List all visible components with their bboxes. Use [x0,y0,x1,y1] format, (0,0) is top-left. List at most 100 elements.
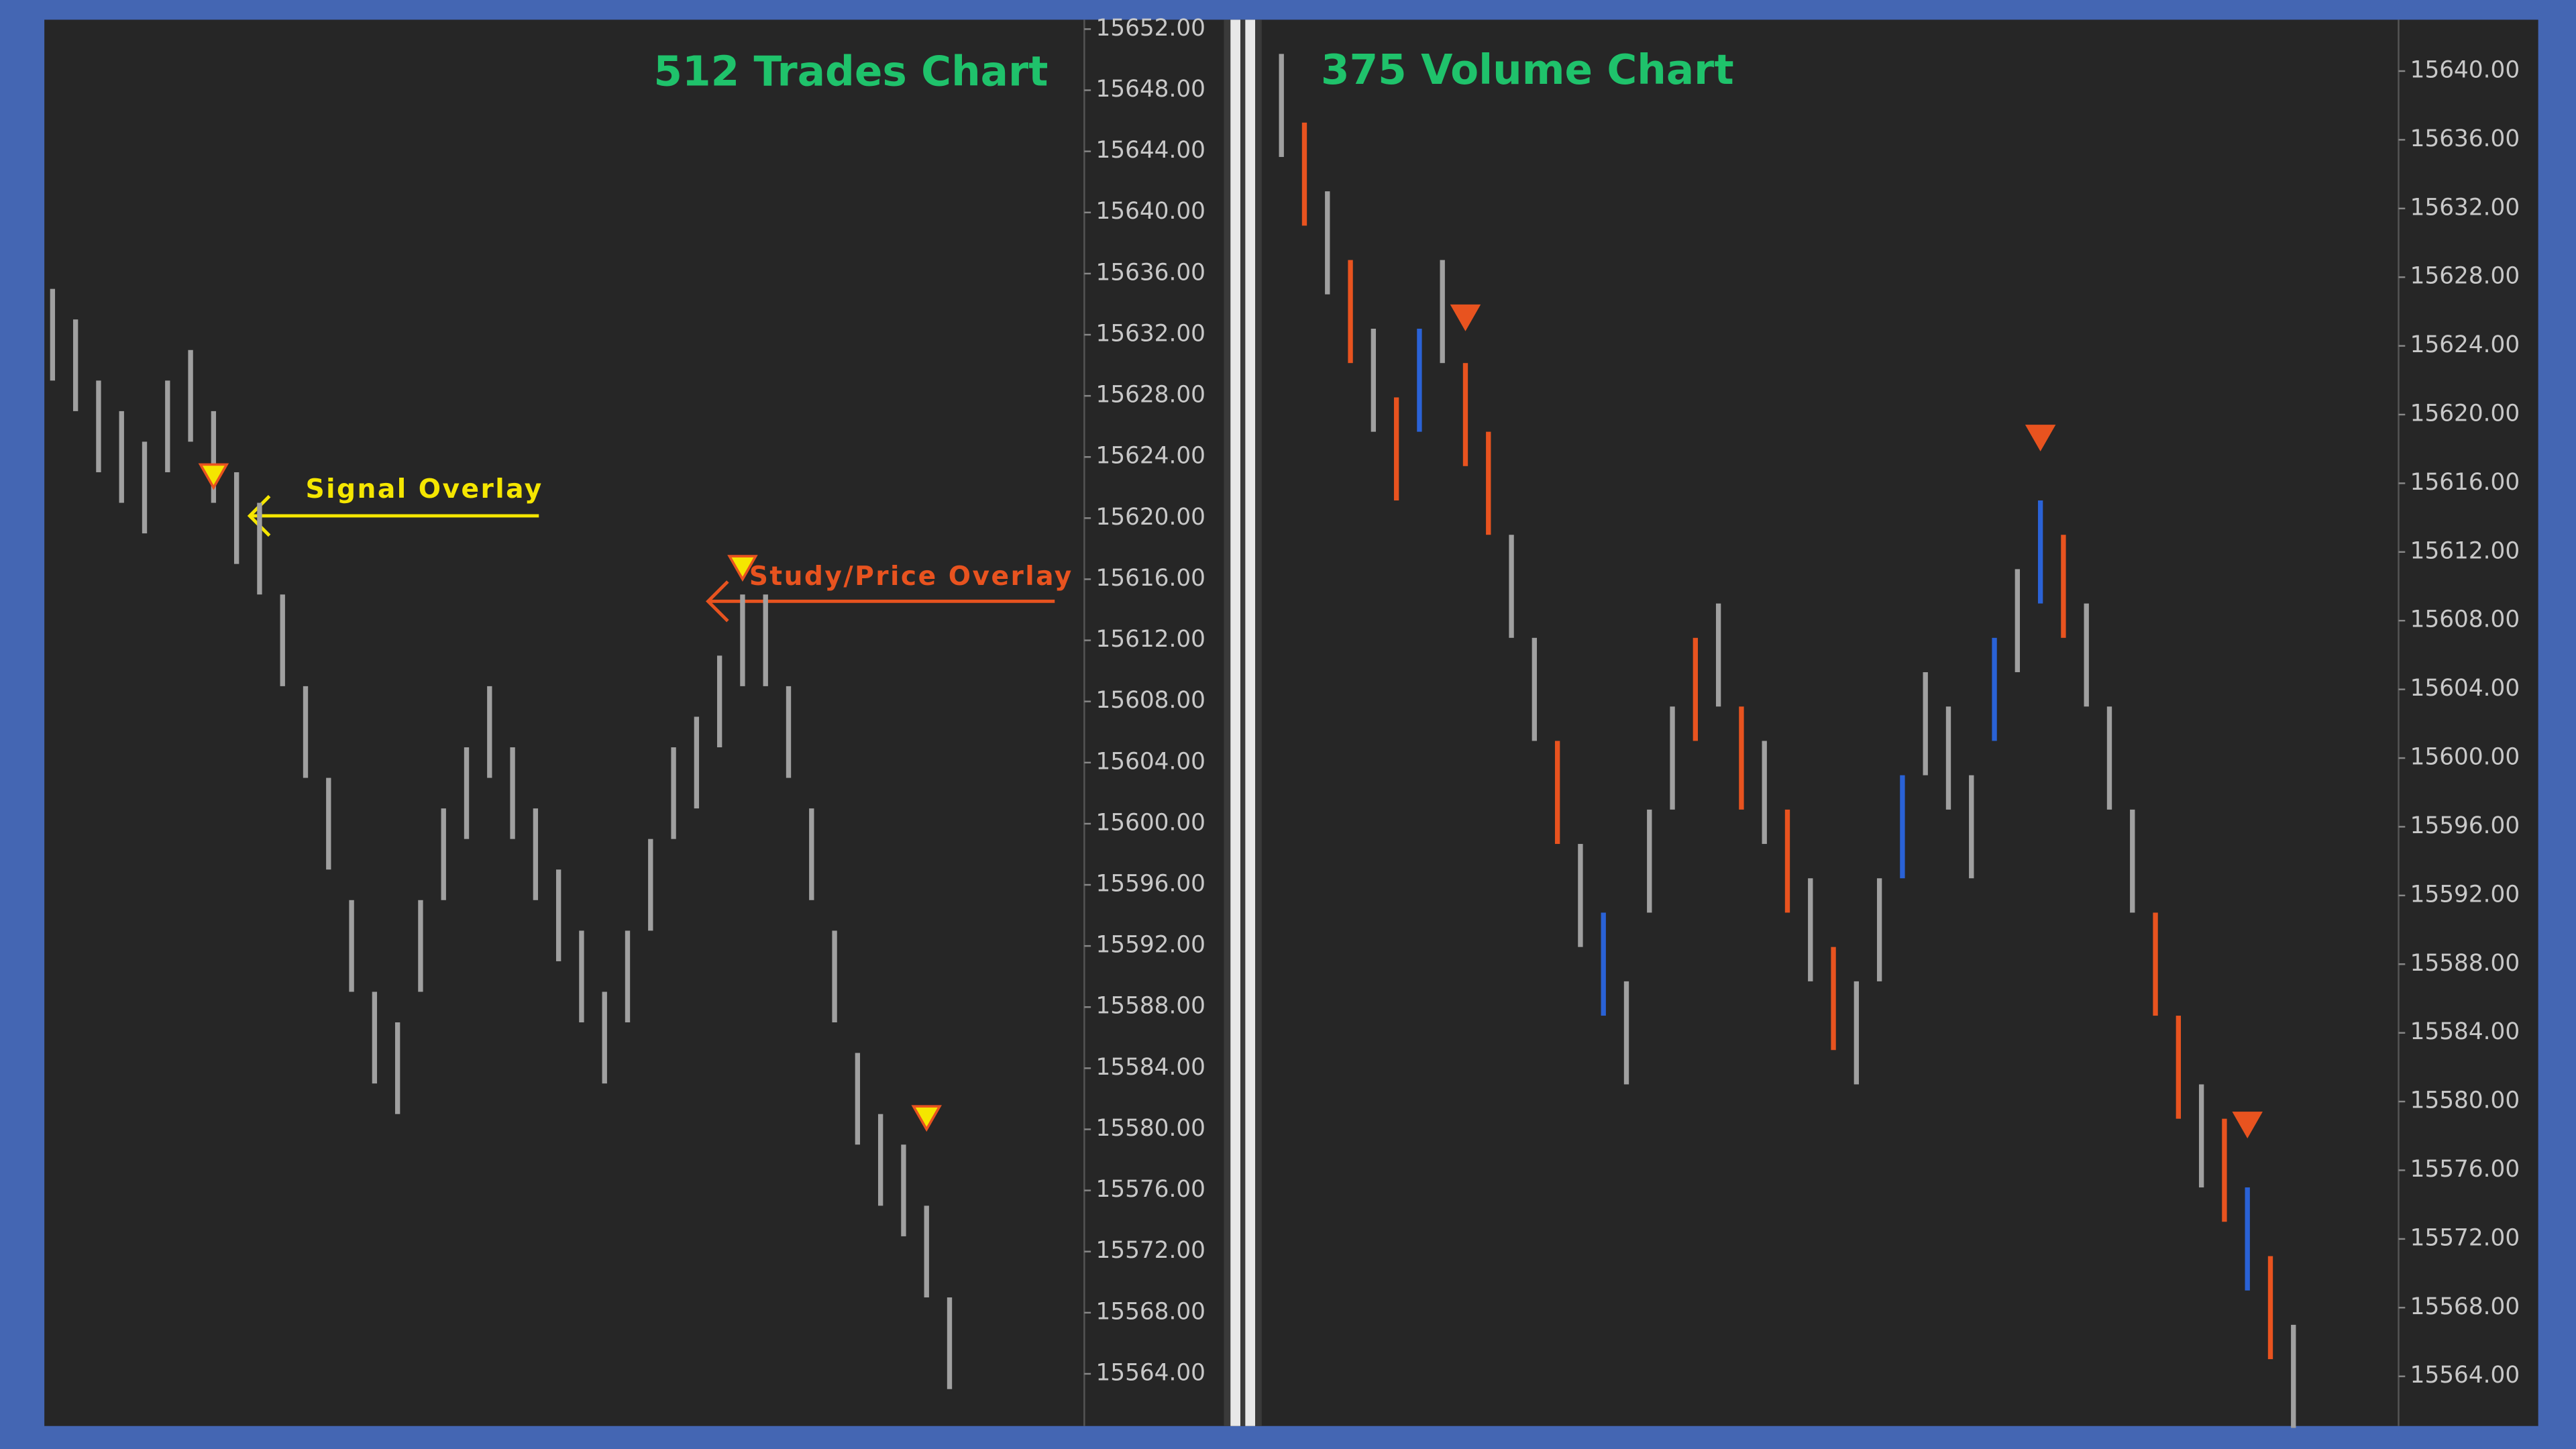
price-bar [2084,603,2089,707]
price-bar [72,319,78,411]
price-bar [947,1297,953,1389]
price-bar [1854,981,1860,1085]
price-bar [257,502,262,595]
price-bar [96,380,101,472]
price-bar [1693,637,1699,741]
y-tick-label: 15636.00 [2410,125,2520,152]
y-tick-label: 15600.00 [1095,809,1205,836]
y-tick-label: 15576.00 [2410,1156,2520,1183]
price-bar [50,288,56,381]
price-bar [855,1053,861,1145]
price-bar [648,839,653,931]
price-bar [2106,706,2112,810]
y-tick-label: 15612.00 [1095,626,1205,653]
price-bar [211,411,217,503]
divider [1230,19,1240,1426]
price-bar [1578,844,1583,947]
price-bar [2153,912,2158,1016]
y-tick-label: 15568.00 [2410,1293,2520,1320]
chart-area [44,19,2538,1426]
y-tick-label: 15596.00 [1095,871,1205,898]
price-bar [394,1022,400,1114]
price-bar [142,441,148,534]
price-bar [809,808,814,900]
price-bar [1715,603,1721,707]
price-bar [625,930,631,1023]
y-tick-label: 15584.00 [1095,1054,1205,1081]
price-bar [924,1205,929,1298]
price-bar [2222,1118,2227,1222]
price-bar [280,594,285,686]
price-bar [2245,1187,2250,1291]
price-bar [1325,191,1330,294]
price-bar [1417,328,1422,432]
price-bar [1623,981,1629,1085]
y-tick-label: 15588.00 [1095,993,1205,1020]
signal-marker [2232,1112,2263,1138]
price-bar [188,350,193,442]
price-bar [510,747,515,839]
price-bar [832,930,837,1023]
price-bar [1393,397,1399,501]
price-bar [1647,809,1652,913]
price-bar [2037,500,2043,604]
price-bar [602,991,607,1084]
price-bar [441,808,446,900]
price-bar [1348,260,1353,364]
y-tick-label: 15624.00 [1095,443,1205,470]
y-tick-label: 15640.00 [1095,198,1205,225]
signal-marker [727,555,758,582]
divider [1245,19,1256,1426]
price-bar [740,594,745,686]
y-tick-label: 15592.00 [1095,932,1205,959]
price-bar [2176,1016,2182,1119]
price-bar [303,686,309,778]
y-tick-label: 15604.00 [1095,748,1205,775]
price-bar [2291,1324,2296,1428]
signal-marker [1450,304,1481,331]
y-tick-label: 15624.00 [2410,331,2520,358]
y-tick-label: 15572.00 [1095,1237,1205,1264]
y-tick-label: 15588.00 [2410,950,2520,977]
price-bar [349,900,354,992]
price-bar [1301,122,1307,226]
y-tick-label: 15616.00 [1095,565,1205,592]
y-tick-label: 15584.00 [2410,1018,2520,1045]
y-tick-label: 15636.00 [1095,259,1205,286]
price-bar [487,686,492,778]
chart-title: 375 Volume Chart [1321,46,1734,94]
price-bar [1808,878,1813,981]
price-bar [2198,1084,2204,1188]
price-bar [1486,431,1491,535]
price-bar [1509,535,1514,638]
price-bar [1670,706,1675,810]
price-bar [1945,706,1951,810]
price-bar [533,808,539,900]
y-tick-label: 15608.00 [2410,606,2520,633]
y-tick-label: 15628.00 [2410,263,2520,290]
price-bar [2267,1256,2273,1360]
price-bar [694,716,700,809]
price-bar [372,991,378,1084]
y-tick-label: 15580.00 [2410,1087,2520,1114]
y-tick-label: 15600.00 [2410,744,2520,771]
y-tick-label: 15644.00 [1095,137,1205,164]
price-bar [1876,878,1882,981]
y-tick-label: 15640.00 [2410,56,2520,83]
y-tick-label: 15632.00 [2410,194,2520,221]
price-bar [716,655,722,747]
price-bar [1762,741,1767,845]
price-bar [2130,809,2135,913]
plots: 15652.00 15648.00 15644.00 15640.00 15636.00… [50,15,2520,1428]
y-tick-label: 15620.00 [1095,504,1205,531]
price-bar [1969,775,1974,879]
signal-marker [198,463,229,490]
price-bar [464,747,470,839]
price-bar [1279,54,1284,157]
y-tick-label: 15572.00 [2410,1224,2520,1251]
price-bar [901,1144,906,1236]
price-bar [2061,535,2066,638]
price-bar [233,472,239,564]
annotation: Study/Price Overlay [749,561,1073,592]
